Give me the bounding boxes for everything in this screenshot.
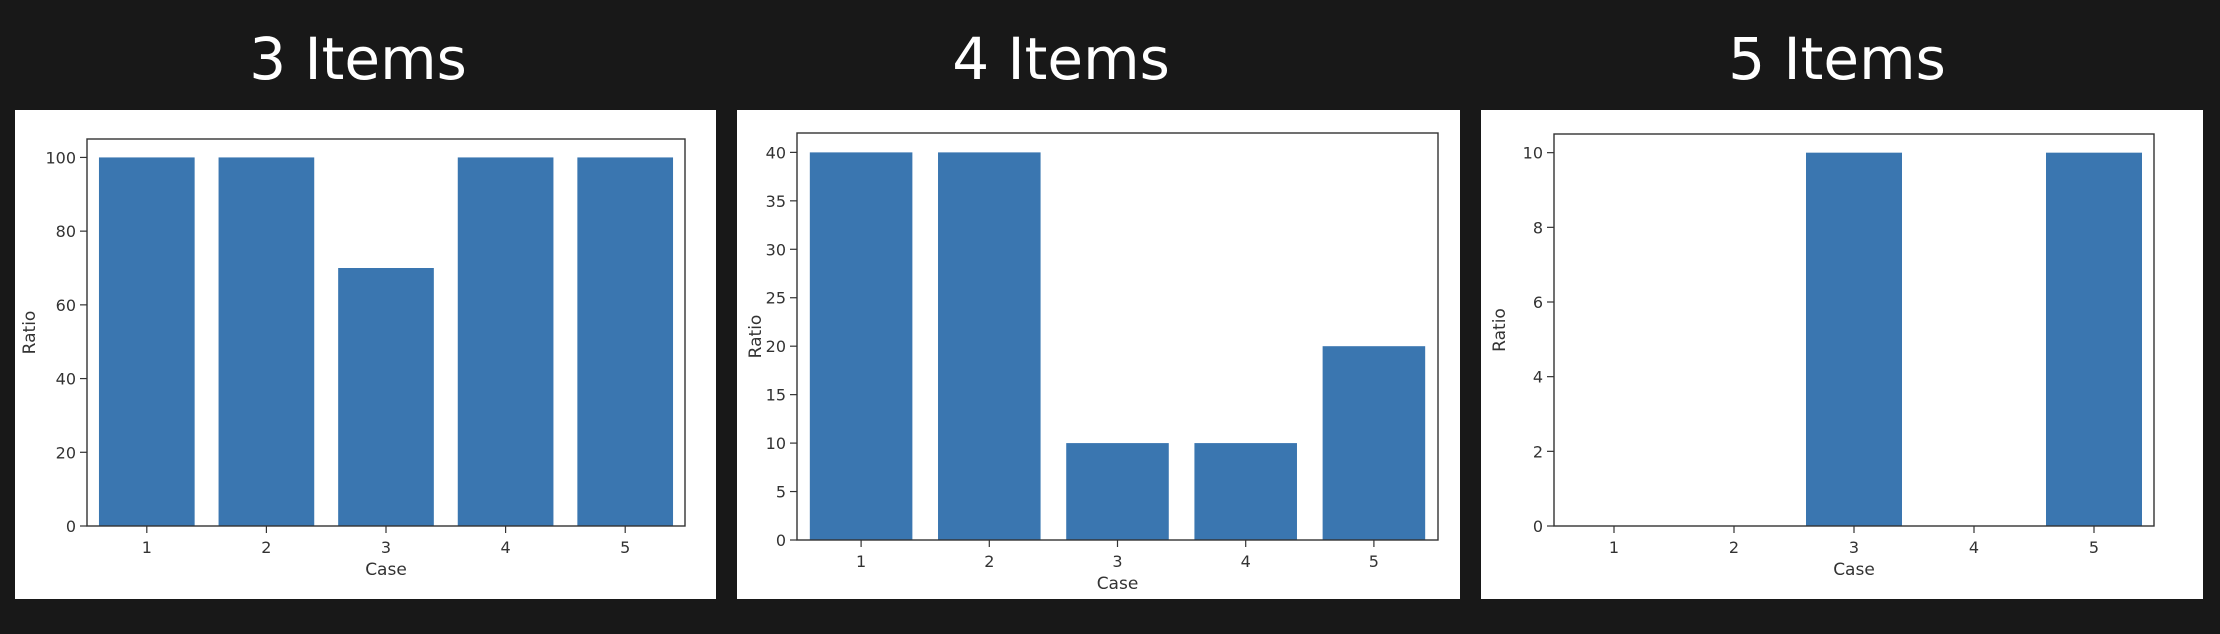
bar-chart-1: 0 20 40 60 80 100 1 2 3 4 5 Case Ratio bbox=[20, 138, 686, 580]
x-tick-label-3: 3 bbox=[1849, 538, 1859, 557]
y-axis-label: Ratio bbox=[20, 311, 40, 355]
x-tick-label-2: 2 bbox=[261, 538, 271, 557]
x-tick-label-3: 3 bbox=[1112, 552, 1122, 571]
chart-panel-2: 0 5 10 15 20 25 30 35 40 1 2 3 4 5 Case Ratio bbox=[737, 110, 1460, 599]
x-tick-label-1: 1 bbox=[142, 538, 152, 557]
y-tick-label-2: 10 bbox=[766, 434, 786, 453]
y-tick-label-3: 60 bbox=[56, 296, 76, 315]
x-tick-label-1: 1 bbox=[856, 552, 866, 571]
x-axis-label: Case bbox=[365, 560, 407, 580]
y-tick-label-2: 40 bbox=[56, 370, 76, 389]
x-axis-label: Case bbox=[1097, 574, 1139, 594]
x-tick-label-5: 5 bbox=[2089, 538, 2099, 557]
y-tick-label-0: 0 bbox=[66, 517, 76, 536]
y-axis-label: Ratio bbox=[1490, 308, 1510, 352]
bar-4 bbox=[457, 157, 554, 526]
x-tick-label-4: 4 bbox=[1241, 552, 1251, 571]
bar-3 bbox=[1066, 443, 1169, 540]
bar-5 bbox=[2046, 152, 2142, 526]
y-tick-label-5: 10 bbox=[1523, 144, 1543, 163]
bar-1 bbox=[809, 152, 913, 540]
x-tick-label-4: 4 bbox=[501, 538, 511, 557]
y-tick-label-4: 20 bbox=[766, 337, 786, 356]
panel-title-1: 3 Items bbox=[249, 25, 467, 93]
panel-title-3: 5 Items bbox=[1728, 25, 1946, 93]
y-tick-label-1: 5 bbox=[776, 483, 786, 502]
y-tick-label-4: 80 bbox=[56, 222, 76, 241]
x-tick-label-4: 4 bbox=[1969, 538, 1979, 557]
y-tick-label-5: 25 bbox=[766, 289, 786, 308]
bar-2 bbox=[938, 152, 1041, 540]
x-tick-label-2: 2 bbox=[1729, 538, 1739, 557]
y-tick-label-2: 4 bbox=[1533, 368, 1543, 387]
bar-4 bbox=[1194, 443, 1297, 540]
y-axis-label: Ratio bbox=[746, 315, 766, 359]
y-tick-label-3: 6 bbox=[1533, 293, 1543, 312]
y-tick-label-1: 20 bbox=[56, 443, 76, 462]
y-tick-label-0: 0 bbox=[1533, 517, 1543, 536]
bar-chart-2: 0 5 10 15 20 25 30 35 40 1 2 3 4 5 Case Ratio bbox=[746, 132, 1439, 594]
y-tick-label-5: 100 bbox=[45, 148, 76, 167]
y-tick-label-4: 8 bbox=[1533, 218, 1543, 237]
chart-panel-3: 0 2 4 6 8 10 1 2 3 4 5 Case Ratio bbox=[1481, 110, 2203, 599]
y-tick-label-6: 30 bbox=[766, 240, 786, 259]
bar-5 bbox=[577, 157, 674, 526]
y-tick-label-3: 15 bbox=[766, 386, 786, 405]
x-tick-label-2: 2 bbox=[984, 552, 994, 571]
panel-title-2: 4 Items bbox=[952, 25, 1170, 93]
x-tick-label-3: 3 bbox=[381, 538, 391, 557]
y-tick-label-0: 0 bbox=[776, 531, 786, 550]
y-tick-label-7: 35 bbox=[766, 192, 786, 211]
x-axis-label: Case bbox=[1833, 560, 1875, 580]
bar-2 bbox=[218, 157, 315, 526]
bar-3 bbox=[338, 268, 434, 526]
chart-panel-1: 0 20 40 60 80 100 1 2 3 4 5 Case Ratio bbox=[15, 110, 716, 599]
y-tick-label-8: 40 bbox=[766, 143, 786, 162]
x-tick-label-5: 5 bbox=[620, 538, 630, 557]
x-tick-label-5: 5 bbox=[1369, 552, 1379, 571]
bar-5 bbox=[1322, 346, 1426, 540]
bar-1 bbox=[98, 157, 195, 526]
x-tick-label-1: 1 bbox=[1609, 538, 1619, 557]
y-tick-label-1: 2 bbox=[1533, 442, 1543, 461]
bar-3 bbox=[1806, 152, 1902, 526]
